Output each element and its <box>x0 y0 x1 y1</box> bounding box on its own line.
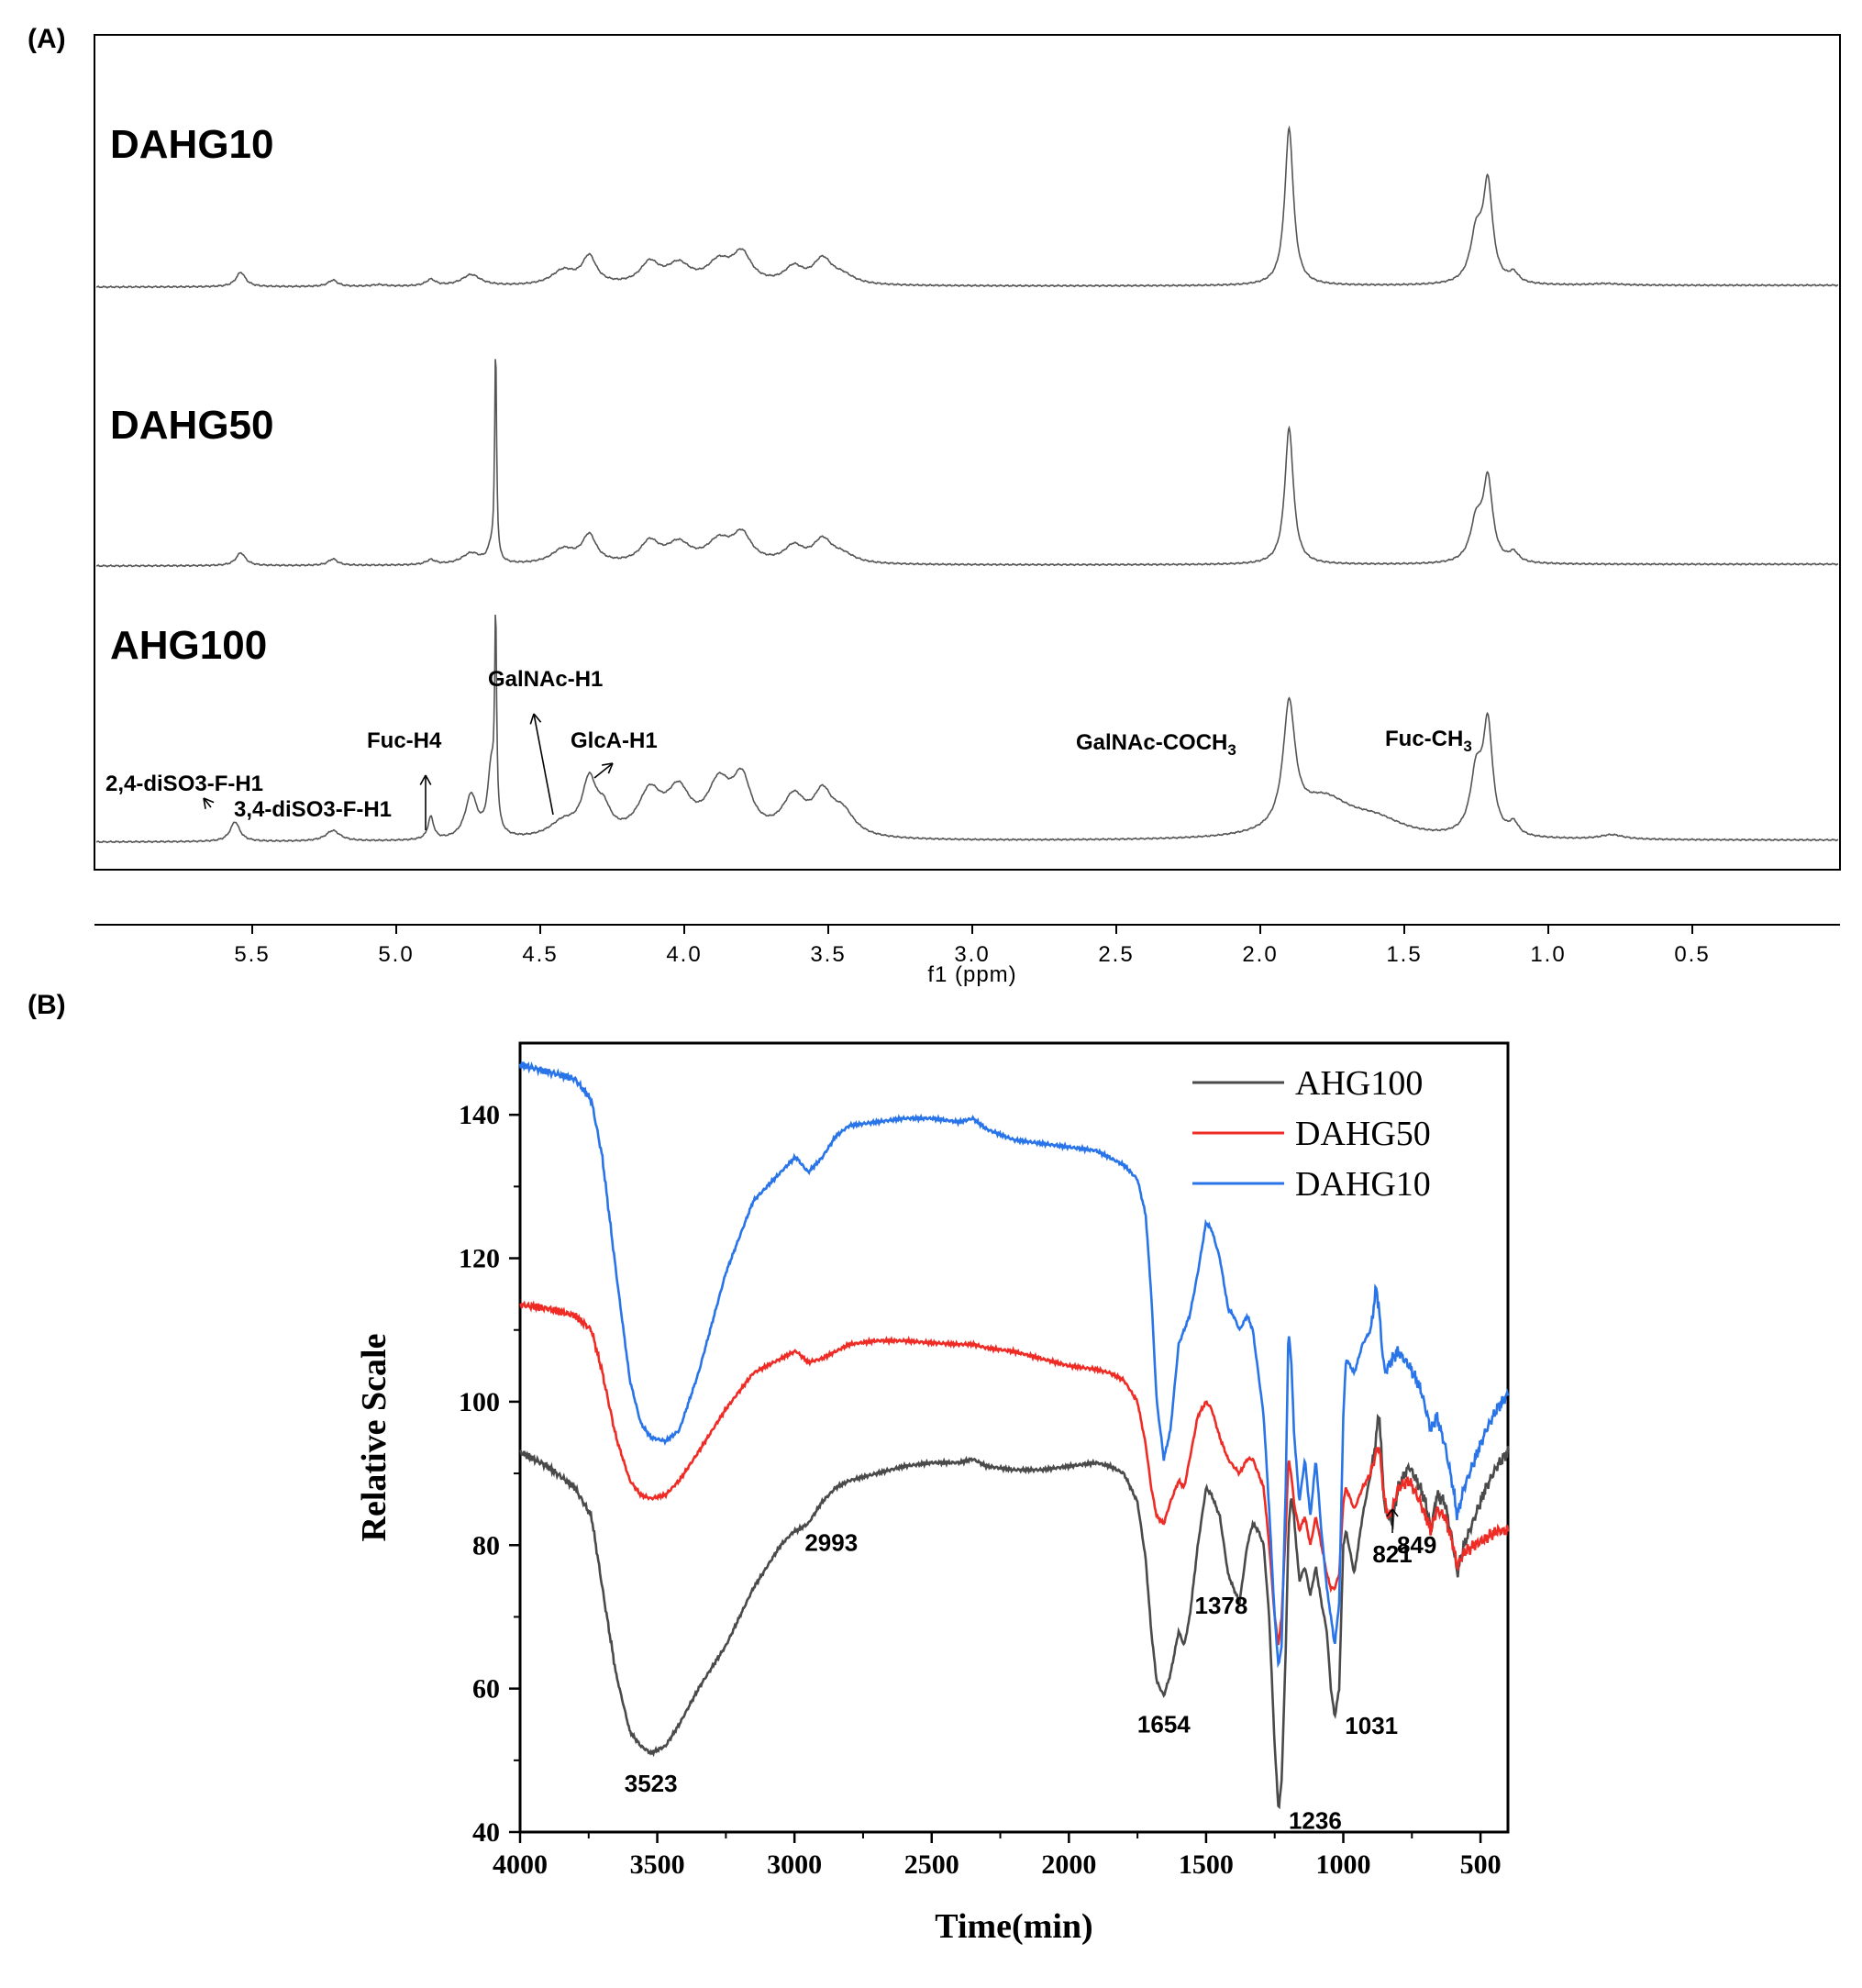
annotation-arrowhead <box>203 797 215 804</box>
annotation-arrow <box>203 797 212 808</box>
annotation-text: Fuc-CH <box>1385 727 1463 751</box>
annotation-arrow <box>533 713 554 816</box>
ir-y-tick-label: 80 <box>472 1530 500 1560</box>
ir-series-dahg10 <box>518 1060 1510 1669</box>
nmr-x-axis-title: f1 (ppm) <box>927 962 1016 987</box>
ir-legend-label-dahg50: DAHG50 <box>1295 1115 1431 1153</box>
nmr-tick-label: 0.5 <box>1674 942 1710 967</box>
annotation-arrowhead <box>602 762 614 766</box>
nmr-annotation: Fuc-CH3 <box>1385 727 1472 755</box>
ir-frame <box>518 1041 1510 1834</box>
nmr-tick-label: 4.5 <box>522 942 558 967</box>
nmr-spectra <box>95 125 1839 844</box>
nmr-spectrum-dahg10 <box>95 125 1839 289</box>
ir-legend: AHG100 DAHG50 DAHG10 <box>1192 1064 1431 1204</box>
ir-x-tick-label: 1500 <box>1179 1849 1234 1880</box>
nmr-annotation: 2,4-diSO3-F-H1 <box>105 772 263 796</box>
nmr-sample-labels: DAHG10 DAHG50 AHG100 <box>110 122 274 668</box>
ir-x-tick-label: 3500 <box>630 1849 685 1880</box>
nmr-annotation: GlcA-H1 <box>571 728 658 753</box>
ir-x-ticks: 4000 3500 3000 2500 2000 1500 1000 500 <box>493 1832 1502 1880</box>
ir-peak-label: 1031 <box>1345 1712 1398 1739</box>
ir-x-tick-label: 2000 <box>1041 1849 1096 1880</box>
ir-legend-label-ahg100: AHG100 <box>1295 1064 1423 1103</box>
nmr-annotation: GalNAc-H1 <box>488 667 603 692</box>
ir-x-axis-title: Time(min) <box>935 1907 1092 1946</box>
ir-peak-label: 821 <box>1372 1540 1412 1568</box>
ir-y-tick-label: 100 <box>459 1387 500 1417</box>
annotation-subscript: 3 <box>1227 741 1236 759</box>
annotation-subscript: 3 <box>1463 738 1471 755</box>
annotation-arrowhead <box>533 713 542 723</box>
ir-y-tick-label: 140 <box>459 1100 500 1130</box>
ir-peak-label: 849 <box>1397 1531 1436 1559</box>
ir-chart: 40 60 80 100 120 140 4000 3500 3000 2500 2000 1500… <box>355 1041 1510 1946</box>
ir-peak-arrowhead <box>1391 1508 1399 1517</box>
nmr-sample-label-ahg100: AHG100 <box>110 623 267 668</box>
annotation-text: GalNAc-COCH <box>1076 730 1227 755</box>
nmr-tick-label: 5.0 <box>378 942 414 967</box>
ir-peak-label: 1236 <box>1289 1807 1342 1835</box>
ir-peak-label: 1654 <box>1137 1710 1191 1738</box>
nmr-tick-label: 1.5 <box>1386 942 1422 967</box>
ir-y-axis-title: Relative Scale <box>355 1334 393 1542</box>
ir-x-tick-label: 500 <box>1460 1849 1502 1880</box>
nmr-frame <box>94 34 1841 871</box>
nmr-sample-label-dahg10: DAHG10 <box>110 122 274 167</box>
annotation-arrowhead <box>203 797 206 809</box>
ir-x-tick-label: 3000 <box>767 1849 822 1880</box>
annotation-text: GlcA-H1 <box>571 728 658 753</box>
annotation-arrowhead <box>529 713 535 725</box>
nmr-annotations: 2,4-diSO3-F-H13,4-diSO3-F-H1 Fuc-H4 GalNAc… <box>105 667 1472 830</box>
ir-y-tick-label: 40 <box>472 1817 500 1848</box>
nmr-tick-label: 2.0 <box>1242 942 1278 967</box>
ir-legend-label-dahg10: DAHG10 <box>1295 1165 1431 1204</box>
annotation-text: 2,4-diSO3-F-H1 <box>105 772 263 796</box>
nmr-tick-label: 1.0 <box>1530 942 1566 967</box>
nmr-spectrum-dahg50 <box>95 359 1839 568</box>
ir-x-tick-label: 1000 <box>1316 1849 1371 1880</box>
ir-peak-label: 3523 <box>625 1770 678 1797</box>
nmr-spectrum-ahg100 <box>95 614 1839 844</box>
ir-peak-arrowhead <box>1386 1508 1393 1517</box>
panel-b-label: (B) <box>28 990 66 1020</box>
annotation-text: 3,4-diSO3-F-H1 <box>234 797 392 822</box>
ir-series <box>518 1060 1510 1810</box>
ir-y-ticks: 40 60 80 100 120 140 <box>459 1100 520 1848</box>
annotation-text: GalNAc-H1 <box>488 667 603 692</box>
nmr-tick-label: 5.5 <box>234 942 270 967</box>
nmr-annotation: 3,4-diSO3-F-H1 <box>234 797 392 822</box>
ir-y-tick-label: 60 <box>472 1674 500 1705</box>
ir-series-dahg50 <box>519 1300 1510 1646</box>
ir-x-tick-label: 2500 <box>904 1849 959 1880</box>
nmr-x-ticks: 5.5 5.0 4.5 4.0 3.5 3.0 2.5 2.0 1.5 1.0 0.5 <box>234 925 1710 967</box>
ir-peak-label: 2993 <box>804 1529 858 1557</box>
nmr-tick-label: 3.5 <box>810 942 846 967</box>
annotation-text: Fuc-H4 <box>367 728 442 753</box>
ir-series-ahg100 <box>519 1413 1510 1810</box>
annotation-arrow <box>593 762 614 779</box>
nmr-annotation: Fuc-H4 <box>367 728 442 753</box>
nmr-tick-label: 2.5 <box>1098 942 1134 967</box>
nmr-tick-label: 3.0 <box>954 942 990 967</box>
annotation-arrowhead <box>419 774 427 785</box>
nmr-annotation: GalNAc-COCH3 <box>1076 730 1236 759</box>
ir-peak-label: 1378 <box>1194 1592 1247 1619</box>
ir-x-tick-label: 4000 <box>493 1849 548 1880</box>
nmr-sample-label-dahg50: DAHG50 <box>110 403 274 448</box>
annotation-arrowhead <box>425 774 432 785</box>
nmr-chart: DAHG10 DAHG50 AHG100 2,4-diSO3-F-H13,4-diS… <box>94 34 1841 987</box>
annotation-arrowhead <box>607 762 614 774</box>
panel-a-label: (A) <box>28 24 66 54</box>
ir-y-tick-label: 120 <box>459 1244 500 1274</box>
nmr-tick-label: 4.0 <box>666 942 702 967</box>
